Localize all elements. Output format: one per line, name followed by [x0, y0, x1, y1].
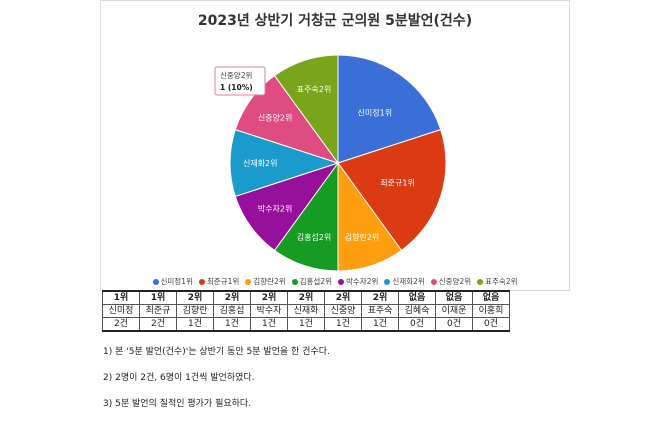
rank-cell: 2위	[287, 290, 325, 305]
name-cell: 표주숙	[361, 304, 399, 318]
count-cell: 0건	[435, 317, 473, 332]
legend-dot-icon	[384, 278, 391, 285]
legend-dot-icon	[198, 278, 205, 285]
legend-item-4[interactable]: 김홍섭2위	[291, 276, 332, 287]
legend-label: 박수자2위	[346, 277, 379, 286]
name-cell: 최준규	[139, 304, 177, 318]
name-cell: 신중양	[324, 304, 362, 318]
pie-slice-1[interactable]	[337, 54, 442, 164]
rank-cell: 1위	[102, 290, 140, 305]
count-cell: 1건	[287, 317, 325, 332]
legend-dot-icon	[430, 278, 437, 285]
name-cell: 김홍섭	[213, 304, 251, 318]
legend-label: 신중양2위	[438, 277, 472, 286]
tooltip-box	[214, 66, 266, 96]
slice-label-3: 김향란2위	[345, 232, 380, 242]
legend-item-7[interactable]: 신중양2위	[430, 276, 472, 287]
legend-item-2[interactable]: 최준규1위	[198, 276, 240, 287]
slice-label-7: 신중양2위	[258, 113, 293, 122]
legend-dot-icon	[245, 278, 252, 285]
name-cell: 박수자	[250, 304, 288, 318]
legend-item-1[interactable]: 신미정1위	[152, 276, 193, 287]
count-cell: 2건	[139, 317, 177, 332]
slice-label-5: 박수자2위	[258, 204, 293, 214]
count-cell: 1건	[324, 317, 362, 332]
rank-table: 1위 1위 2위 2위 2위 2위 2위 2위 없음 없음 없음 신미정 최준규 김향란 김홍섭 박수자 신재화…	[102, 290, 510, 332]
pie-chart: 신미정1위최준규1위김향란2위김홍섭2위박수자2위신재화2위신중양2위표주숙2위…	[214, 54, 447, 272]
chart-title: 2023년 상반기 거창군 군의원 5분발언(건수)	[197, 13, 473, 29]
name-cell: 김향란	[176, 304, 214, 318]
legend-dot-icon	[291, 278, 298, 285]
legend-item-3[interactable]: 김향란2위	[245, 276, 286, 287]
legend-dot-icon	[477, 278, 484, 285]
rank-cell: 2위	[176, 290, 214, 305]
rank-cell: 1위	[139, 290, 177, 305]
rank-cell: 2위	[324, 290, 362, 305]
name-cell: 김혜숙	[398, 304, 436, 318]
slice-label-4: 김홍섭2위	[297, 232, 332, 242]
pie-slice-8[interactable]	[273, 54, 339, 165]
count-cell: 1건	[213, 317, 251, 332]
legend-label: 최준규1위	[206, 277, 240, 286]
table-row: 2건 2건 1건 1건 1건 1건 1건 1건 0건 0건 0건	[102, 317, 510, 332]
name-cell: 신재화	[287, 304, 325, 318]
legend-label: 신미정1위	[160, 277, 193, 286]
chart-legend: 신미정1위 최준규1위 김향란2위 김홍섭2위 박수자2위 신재화2위 신중양2위 표주숙2위	[100, 276, 570, 287]
name-cell: 이재운	[435, 304, 473, 318]
slice-label-8: 표주숙2위	[297, 85, 332, 94]
count-cell: 2건	[102, 317, 140, 332]
legend-item-6[interactable]: 신재화2위	[384, 276, 425, 287]
note-1: 1) 본 '5분 발언(건수)'는 상반기 동안 5분 발언을 한 건수다.	[103, 347, 330, 357]
tooltip-value: 1 (10%)	[220, 83, 253, 92]
slice-label-6: 신재화2위	[243, 159, 278, 168]
legend-item-8[interactable]: 표주숙2위	[477, 276, 518, 287]
count-cell: 1건	[361, 317, 399, 332]
table-row: 신미정 최준규 김향란 김홍섭 박수자 신재화 신중양 표주숙 김혜숙 이재운 이홍희	[102, 304, 510, 318]
legend-dot-icon	[152, 278, 159, 285]
note-2: 2) 2명이 2건, 6명이 1건씩 발언하였다.	[103, 373, 255, 383]
chart-tooltip: 신중양2위 1 (10%)	[214, 66, 266, 96]
legend-dot-icon	[338, 278, 344, 285]
legend-label: 표주숙2위	[485, 277, 518, 286]
legend-label: 신재화2위	[392, 277, 425, 286]
slice-label-2: 최준규1위	[380, 177, 415, 187]
name-cell: 이홍희	[472, 304, 510, 318]
rank-cell: 2위	[213, 290, 251, 305]
rank-cell: 없음	[398, 290, 436, 305]
legend-item-5[interactable]: 박수자2위	[338, 276, 378, 287]
slice-label-1: 신미정1위	[358, 107, 393, 117]
table-row: 1위 1위 2위 2위 2위 2위 2위 2위 없음 없음 없음	[102, 290, 510, 305]
note-3: 3) 5분 발언의 질적인 평가가 필요하다.	[103, 399, 252, 409]
count-cell: 0건	[472, 317, 510, 332]
rank-cell: 2위	[250, 290, 288, 305]
pie-slice-2[interactable]	[337, 128, 447, 252]
name-cell: 신미정	[102, 304, 140, 318]
rank-cell: 없음	[472, 290, 510, 305]
tooltip-title: 신중양2위	[220, 71, 252, 80]
count-cell: 1건	[176, 317, 214, 332]
count-cell: 1건	[250, 317, 288, 332]
rank-cell: 없음	[435, 290, 473, 305]
count-cell: 0건	[398, 317, 436, 332]
legend-label: 김향란2위	[253, 277, 286, 286]
legend-label: 김홍섭2위	[299, 277, 332, 286]
notes: 1) 본 '5분 발언(건수)'는 상반기 동안 5분 발언을 한 건수다. 2…	[103, 344, 330, 422]
rank-cell: 2위	[361, 290, 399, 305]
